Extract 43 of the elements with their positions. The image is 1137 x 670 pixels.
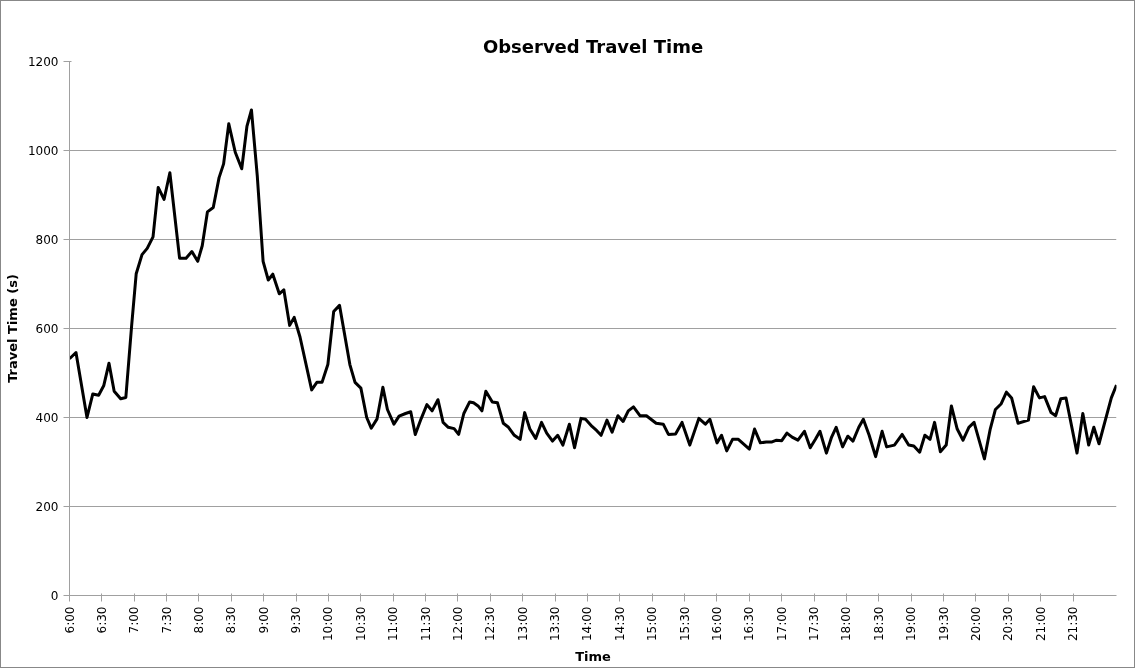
x-tick-label: 14:30	[612, 606, 627, 642]
x-tick-label: 11:00	[386, 606, 401, 642]
x-tick-label: 20:00	[968, 606, 983, 642]
x-tick-label: 10:30	[353, 606, 368, 642]
x-tick-label: 18:30	[871, 606, 886, 642]
x-tick-label: 6:30	[94, 606, 109, 634]
x-tick-label: 11:30	[418, 606, 433, 642]
x-tick-label: 17:00	[774, 606, 789, 642]
x-axis-title: Time	[575, 649, 612, 665]
x-tick-label: 16:00	[710, 606, 724, 642]
x-tick-label: 14:00	[580, 606, 595, 642]
y-tick-label: 1200	[27, 55, 59, 69]
y-tick-label: 800	[35, 233, 59, 247]
x-tick-label: 8:00	[192, 606, 206, 634]
x-tick-label: 7:00	[127, 606, 142, 634]
x-tick-label: 18:00	[839, 606, 854, 642]
x-tick-label: 20:30	[1001, 606, 1016, 642]
x-tick-label: 15:30	[677, 606, 692, 642]
line-series	[69, 108, 1117, 461]
x-tick-label: 19:00	[904, 606, 919, 642]
x-tick-label: 9:00	[256, 606, 271, 634]
x-tick-label: 8:30	[224, 606, 239, 634]
x-tick-label: 12:00	[451, 606, 465, 642]
x-tick-label: 12:30	[483, 606, 498, 642]
x-tick-label: 15:00	[645, 606, 660, 642]
x-tick-label: 13:30	[548, 606, 563, 642]
x-tick-label: 19:30	[936, 606, 951, 642]
x-tick-label: 6:00	[62, 606, 77, 634]
x-tick-label: 21:30	[1066, 606, 1081, 642]
x-tick-label: 7:30	[159, 606, 174, 634]
y-axis-title: Travel Time (s)	[4, 274, 20, 383]
y-tick-label: 400	[35, 411, 59, 425]
y-tick-label: 1000	[27, 144, 59, 158]
x-tick-label: 21:00	[1033, 606, 1048, 642]
y-tick-label: 600	[35, 322, 59, 336]
x-tick-label: 13:00	[515, 606, 530, 642]
x-tick-label: 9:30	[289, 606, 304, 634]
x-tick-label: 10:00	[321, 606, 336, 642]
x-tick-label: 17:30	[807, 606, 822, 642]
chart-title: Observed Travel Time	[482, 35, 704, 57]
y-tick-label: 200	[35, 500, 59, 514]
x-tick-label: 16:30	[742, 606, 757, 642]
y-tick-label: 0	[50, 589, 59, 603]
